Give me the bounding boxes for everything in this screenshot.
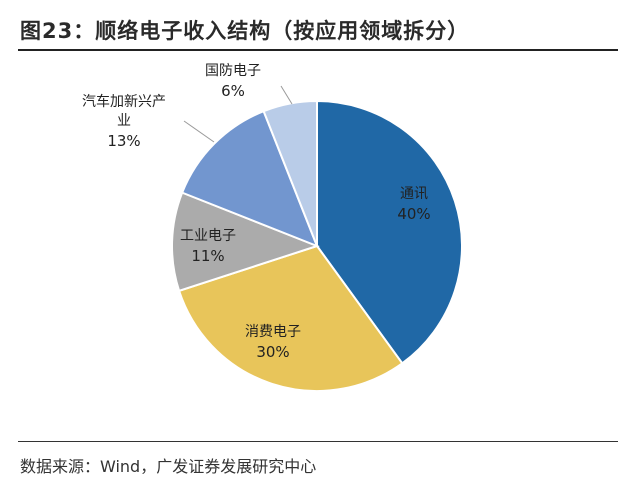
slice-label-defense-electronics: 国防电子 — [205, 63, 261, 79]
slice-value-communication: 40% — [397, 205, 430, 223]
pie-slice-communication — [316, 99, 463, 365]
slice-label-automotive-emerging-line-2: 业 — [117, 113, 131, 129]
leader-line-automotive-emerging — [183, 120, 215, 143]
source-rule — [18, 441, 618, 442]
slice-label-consumer-electronics: 消费电子 — [245, 324, 301, 340]
slice-label-industrial-electronics: 工业电子 — [180, 228, 236, 244]
title-rule — [18, 49, 618, 51]
pie-slice-defense-electronics — [262, 99, 318, 247]
leader-line-defense-electronics — [280, 85, 293, 105]
slice-value-industrial-electronics: 11% — [191, 247, 224, 265]
source-note: 数据来源：Wind，广发证券发展研究中心 — [20, 457, 317, 476]
leader-lines — [183, 85, 293, 143]
slice-value-defense-electronics: 6% — [221, 82, 245, 100]
slice-value-automotive-emerging: 13% — [107, 132, 140, 150]
slice-value-consumer-electronics: 30% — [256, 343, 289, 361]
pie-slice-automotive-emerging — [180, 109, 319, 248]
pie-slices — [171, 99, 463, 392]
pie-slice-industrial-electronics — [171, 191, 320, 293]
chart-title: 图23：顺络电子收入结构（按应用领域拆分） — [20, 19, 470, 43]
pie-slice-consumer-electronics — [177, 244, 404, 392]
slice-label-automotive-emerging-line-1: 汽车加新兴产 — [82, 93, 166, 110]
slice-label-communication: 通讯 — [400, 186, 428, 202]
